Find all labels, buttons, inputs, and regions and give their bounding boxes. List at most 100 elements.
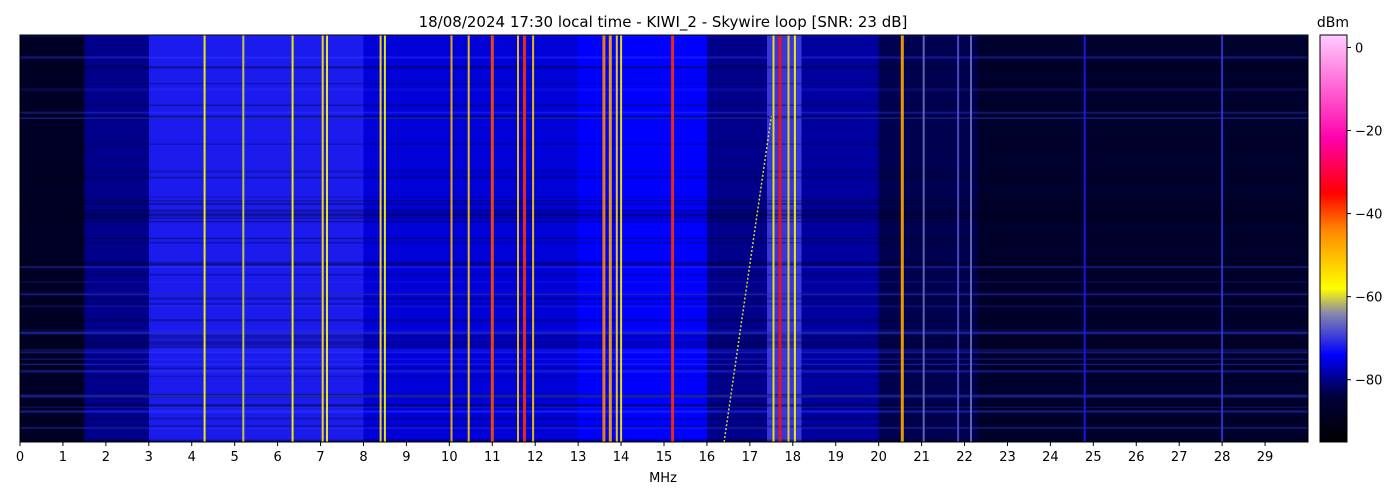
x-tick-label: 0: [16, 450, 24, 465]
colorbar-label: dBm: [1317, 15, 1349, 31]
x-tick-label: 14: [613, 450, 630, 465]
time-row: [20, 67, 1308, 69]
time-row: [20, 115, 1308, 119]
time-row: [20, 334, 1308, 337]
time-row: [20, 203, 1308, 205]
signal-line: [242, 35, 245, 442]
time-row: [20, 367, 1308, 370]
time-row: [20, 203, 1308, 205]
x-tick-label: 2: [102, 450, 110, 465]
x-tick-label: 10: [441, 450, 458, 465]
time-row: [20, 196, 1308, 198]
time-row: [20, 292, 1308, 296]
time-row: [20, 406, 1308, 408]
time-row: [20, 56, 1308, 59]
time-row: [20, 410, 1308, 413]
x-tick-label: 16: [699, 450, 716, 465]
time-row: [20, 369, 1308, 373]
time-row: [20, 344, 1308, 346]
signal-line: [532, 35, 535, 442]
signal-line: [787, 35, 790, 442]
x-tick-label: 1: [59, 450, 67, 465]
x-tick-label: 6: [273, 450, 281, 465]
time-row: [20, 319, 1308, 322]
time-row: [20, 261, 1308, 265]
colorbar-tick-label: −20: [1355, 125, 1382, 140]
time-row: [20, 329, 1308, 331]
x-tick-label: 13: [570, 450, 587, 465]
time-row: [20, 358, 1308, 360]
time-row: [20, 35, 1308, 37]
x-tick-label: 22: [956, 450, 973, 465]
x-tick-label: 23: [999, 450, 1016, 465]
x-tick-label: 26: [1128, 450, 1145, 465]
x-tick-label: 20: [870, 450, 887, 465]
signal-line: [778, 35, 782, 442]
time-row: [20, 375, 1308, 377]
time-row: [20, 297, 1308, 300]
time-row: [20, 104, 1308, 106]
x-tick-label: 28: [1214, 450, 1231, 465]
time-row: [20, 394, 1308, 398]
x-tick-label: 3: [145, 450, 153, 465]
x-tick-label: 29: [1257, 450, 1274, 465]
time-row: [20, 83, 1308, 85]
time-row: [20, 396, 1308, 398]
signal-line: [970, 35, 972, 442]
signal-line: [1083, 35, 1086, 442]
signal-line: [772, 35, 775, 442]
x-tick-label: 11: [484, 450, 501, 465]
time-row: [20, 346, 1308, 348]
signal-line: [517, 35, 519, 442]
time-row: [20, 410, 1308, 412]
time-row: [20, 294, 1308, 296]
time-row: [20, 221, 1308, 223]
time-row: [20, 263, 1308, 266]
time-row: [20, 170, 1308, 173]
time-row: [20, 405, 1308, 407]
signal-line: [900, 35, 904, 442]
signal-line: [602, 35, 606, 442]
time-row: [20, 303, 1308, 305]
time-row: [20, 395, 1308, 398]
signal-line: [793, 35, 796, 442]
time-row: [20, 143, 1308, 145]
signal-line: [615, 35, 618, 442]
colorbar-tick-label: 0: [1355, 41, 1363, 56]
x-tick-label: 19: [827, 450, 844, 465]
time-row: [20, 349, 1308, 351]
x-tick-label: 4: [188, 450, 196, 465]
time-row: [20, 331, 1308, 335]
time-row: [20, 440, 1308, 442]
signal-line: [321, 35, 324, 442]
time-row: [20, 425, 1308, 428]
time-row: [20, 293, 1308, 296]
sweep-trace: [723, 116, 773, 442]
time-row: [20, 426, 1308, 429]
signal-line: [379, 35, 382, 442]
time-row-texture: [20, 35, 1308, 442]
spectrum-background: [20, 35, 1308, 442]
signal-line: [523, 35, 526, 442]
x-tick-label: 17: [742, 450, 759, 465]
time-row: [20, 265, 1308, 269]
time-row: [20, 331, 1308, 334]
signal-line: [490, 35, 494, 442]
colorbar-tick-label: −60: [1355, 291, 1382, 306]
time-row: [20, 394, 1308, 396]
signal-line: [467, 35, 470, 442]
time-row: [20, 117, 1308, 120]
signal-line: [203, 35, 206, 442]
signal-line: [608, 35, 612, 442]
time-row: [20, 237, 1308, 239]
x-axis-label: MHz: [649, 471, 677, 486]
time-row: [20, 273, 1308, 276]
x-tick-label: 18: [785, 450, 802, 465]
time-row: [20, 403, 1308, 407]
time-row: [20, 331, 1308, 333]
time-row: [20, 351, 1308, 354]
x-tick-label: 24: [1042, 450, 1059, 465]
time-row: [20, 342, 1308, 345]
time-row: [20, 439, 1308, 442]
